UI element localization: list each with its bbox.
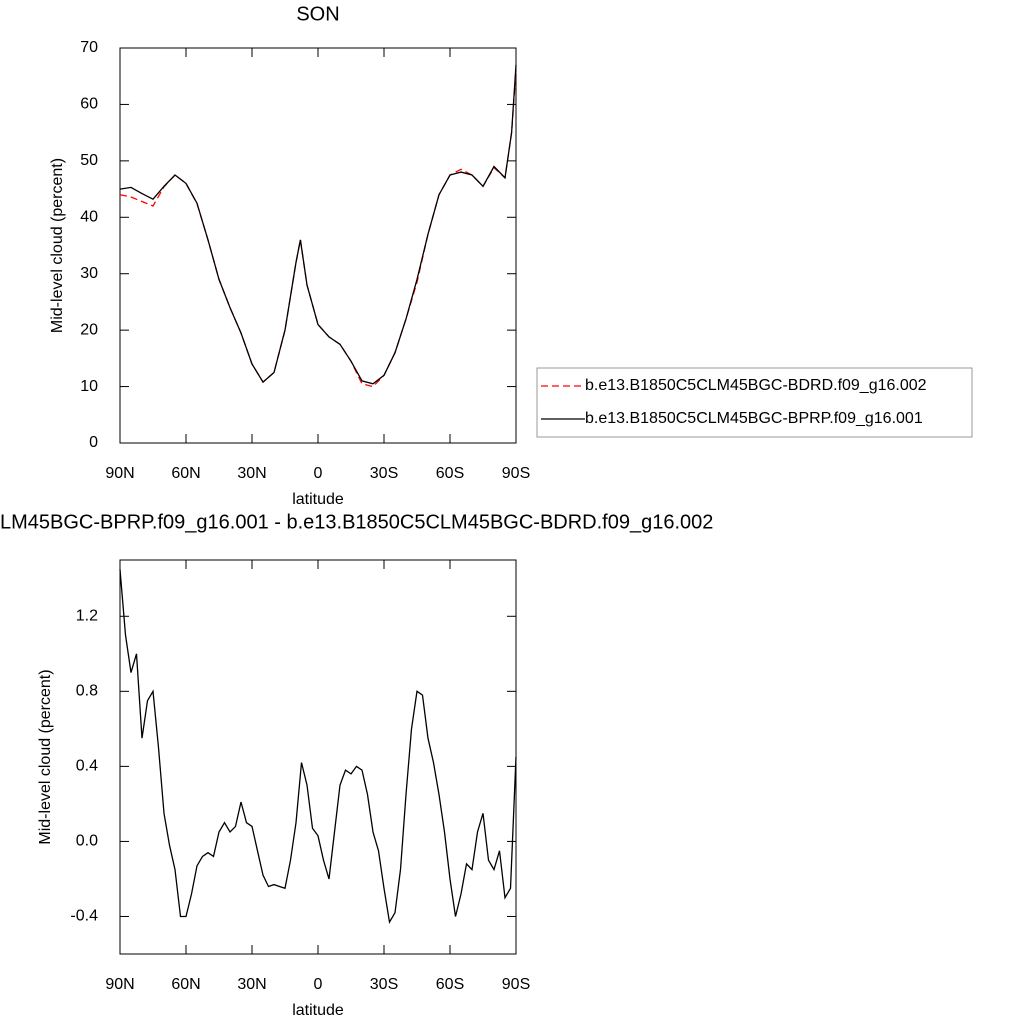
- x-tick-label: 90S: [502, 976, 530, 993]
- y-tick-label: 0.8: [76, 683, 98, 700]
- x-tick-label: 30S: [370, 976, 398, 993]
- data-line: [119, 64, 517, 385]
- y-tick-label: 10: [80, 378, 98, 395]
- x-tick-label: 60N: [171, 465, 200, 482]
- legend-box: [536, 367, 973, 438]
- legend-label: b.e13.B1850C5CLM45BGC-BPRP.f09_g16.001: [585, 410, 923, 427]
- x-tick-label: 60N: [171, 976, 200, 993]
- legend: b.e13.B1850C5CLM45BGC-BDRD.f09_g16.002 b.…: [536, 367, 973, 438]
- y-tick-label: 40: [80, 209, 98, 226]
- x-tick-label: 90N: [105, 465, 134, 482]
- x-tick-label: 0: [314, 465, 323, 482]
- y-tick-label: 70: [80, 39, 98, 56]
- x-tick-label: 30N: [237, 465, 266, 482]
- y-axis-label: Mid-level cloud (percent): [49, 158, 66, 333]
- chart-title: SON: [296, 3, 339, 25]
- y-tick-label: -0.4: [70, 908, 98, 925]
- x-tick-label: 60S: [436, 976, 464, 993]
- x-tick-label: 90S: [502, 465, 530, 482]
- y-tick-label: 0.4: [76, 758, 98, 775]
- data-line: [119, 70, 517, 388]
- x-axis-label: latitude: [292, 491, 344, 508]
- y-tick-label: 50: [80, 152, 98, 169]
- x-tick-label: 60S: [436, 465, 464, 482]
- y-tick-label: 60: [80, 96, 98, 113]
- x-tick-label: 90N: [105, 976, 134, 993]
- y-tick-label: 0.0: [76, 833, 98, 850]
- plot-frame: [119, 47, 517, 444]
- x-axis-label: latitude: [292, 1002, 344, 1019]
- plot-frame: [119, 559, 517, 955]
- y-axis-label: Mid-level cloud (percent): [37, 669, 54, 844]
- y-tick-label: 0: [89, 434, 98, 451]
- y-tick-label: 30: [80, 265, 98, 282]
- y-tick-label: 20: [80, 321, 98, 338]
- y-tick-label: 1.2: [76, 608, 98, 625]
- x-tick-label: 0: [314, 976, 323, 993]
- chart-title: LM45BGC-BPRP.f09_g16.001 - b.e13.B1850C5…: [0, 511, 713, 533]
- legend-label: b.e13.B1850C5CLM45BGC-BDRD.f09_g16.002: [585, 377, 927, 394]
- x-tick-label: 30S: [370, 465, 398, 482]
- x-tick-label: 30N: [237, 976, 266, 993]
- data-line: [119, 569, 517, 924]
